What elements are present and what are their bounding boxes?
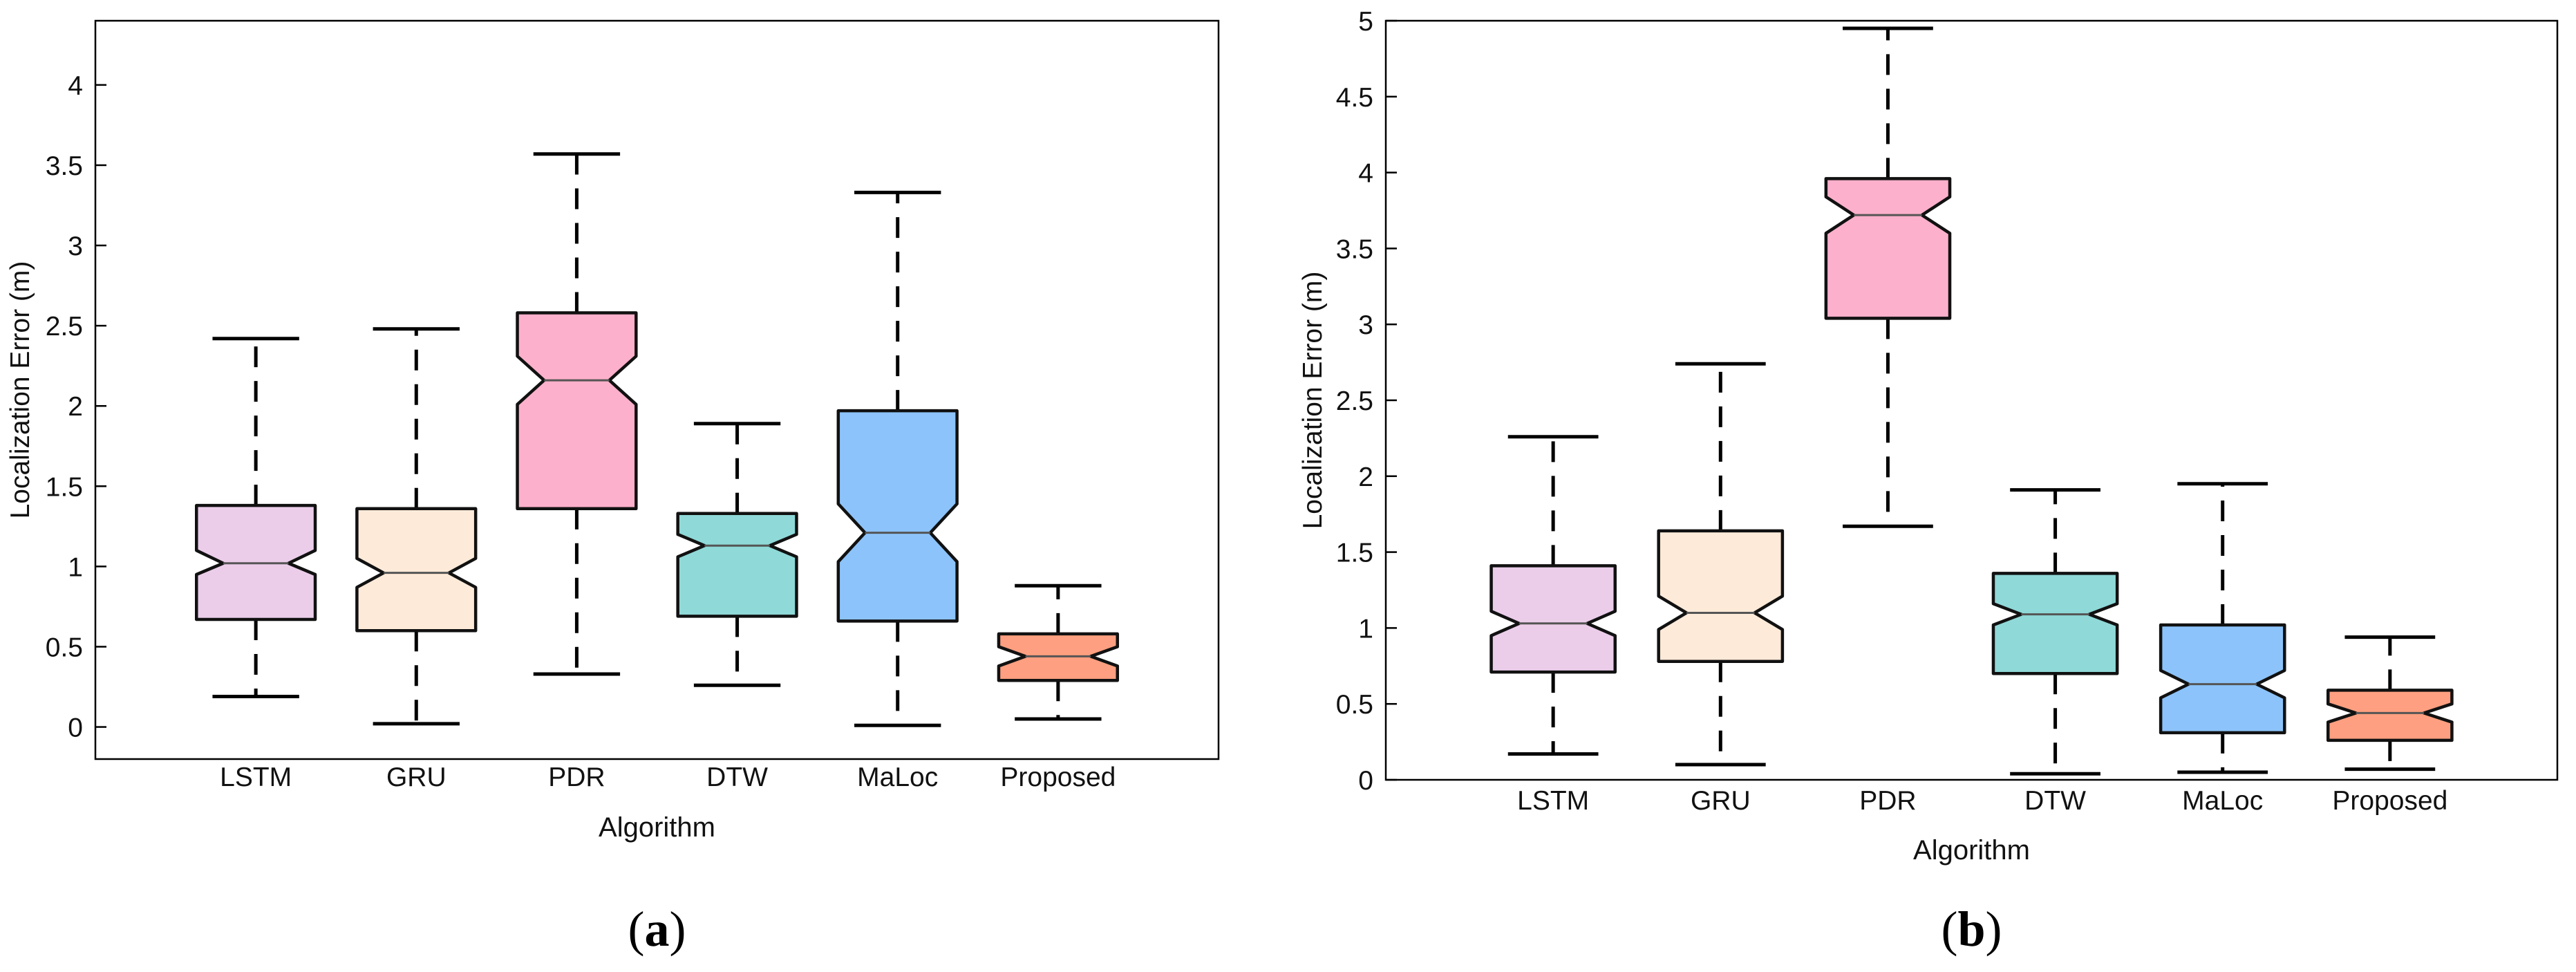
x-category-label: PDR xyxy=(548,763,605,792)
box-body xyxy=(1489,564,1617,674)
y-tick-label: 1.5 xyxy=(1336,539,1373,568)
box-lstm: LSTM xyxy=(195,337,317,792)
y-tick-label: 4.5 xyxy=(1336,83,1373,113)
chart-panel-b: 0 0.5 1 1.5 2 2.5 3 3.5 4 4.5 5 Localization Error … xyxy=(1298,7,2559,957)
x-category-label: MaLoc xyxy=(857,763,938,792)
x-category-label: Proposed xyxy=(1000,763,1116,792)
box-pdr: PDR xyxy=(1824,26,1952,816)
x-axis-label: Algorithm xyxy=(599,812,715,843)
y-tick-label: 3.5 xyxy=(1336,234,1373,264)
x-category-label: GRU xyxy=(386,763,446,792)
y-axis-ticks: 0 0.5 1 1.5 2 2.5 3 3.5 4 xyxy=(46,71,106,743)
box-body xyxy=(1657,529,1785,663)
x-axis-label: Algorithm xyxy=(1913,835,2030,866)
x-category-label: LSTM xyxy=(220,763,292,792)
x-category-label: Proposed xyxy=(2332,786,2447,816)
plot-frame xyxy=(94,19,1220,760)
y-tick-label: 2.5 xyxy=(1336,386,1373,416)
panel-label: (a) xyxy=(628,901,686,957)
y-tick-label: 0.5 xyxy=(1336,690,1373,720)
y-tick-label: 1 xyxy=(68,552,83,582)
x-category-label: DTW xyxy=(706,763,768,792)
box-body xyxy=(516,311,638,511)
box-dtw: DTW xyxy=(676,422,798,792)
x-category-label: PDR xyxy=(1859,786,1916,816)
y-tick-label: 1 xyxy=(1358,614,1373,644)
y-tick-label: 3 xyxy=(1358,310,1373,340)
box-lstm: LSTM xyxy=(1489,435,1617,816)
box-maloc: MaLoc xyxy=(836,190,959,792)
y-tick-label: 3.5 xyxy=(46,151,83,181)
box-body xyxy=(355,507,478,633)
box-proposed: Proposed xyxy=(997,583,1119,792)
y-tick-label: 0 xyxy=(1358,766,1373,796)
y-tick-label: 3 xyxy=(68,232,83,261)
y-tick-label: 1.5 xyxy=(46,472,83,502)
box-gru: GRU xyxy=(1657,362,1785,816)
box-body xyxy=(2326,689,2454,742)
y-axis-ticks: 0 0.5 1 1.5 2 2.5 3 3.5 4 4.5 5 xyxy=(1336,7,1397,796)
x-category-label: MaLoc xyxy=(2182,786,2263,816)
box-body xyxy=(1991,572,2119,675)
x-category-label: LSTM xyxy=(1517,786,1589,816)
y-tick-label: 4 xyxy=(1358,159,1373,189)
y-tick-label: 0 xyxy=(68,713,83,743)
panel-label: (b) xyxy=(1941,901,2002,957)
box-proposed: Proposed xyxy=(2326,635,2454,816)
y-tick-label: 0.5 xyxy=(46,633,83,662)
box-maloc: MaLoc xyxy=(2159,482,2286,816)
box-gru: GRU xyxy=(355,327,478,792)
y-tick-label: 2 xyxy=(68,392,83,422)
box-pdr: PDR xyxy=(516,152,638,792)
y-axis-label: Localization Error (m) xyxy=(1298,272,1328,530)
y-tick-label: 2.5 xyxy=(46,312,83,342)
y-axis-label: Localization Error (m) xyxy=(6,261,35,519)
box-body xyxy=(836,409,959,623)
x-category-label: GRU xyxy=(1691,786,1751,816)
x-category-label: DTW xyxy=(2024,786,2086,816)
y-tick-label: 5 xyxy=(1358,7,1373,37)
y-tick-label: 2 xyxy=(1358,462,1373,492)
y-tick-label: 4 xyxy=(68,71,83,101)
box-body xyxy=(2159,623,2286,735)
box-dtw: DTW xyxy=(1991,488,2119,816)
box-body xyxy=(1824,177,1952,320)
chart-panel-a: 0 0.5 1 1.5 2 2.5 3 3.5 4 Localization Error (m) A… xyxy=(6,19,1220,957)
box-body xyxy=(676,512,798,618)
